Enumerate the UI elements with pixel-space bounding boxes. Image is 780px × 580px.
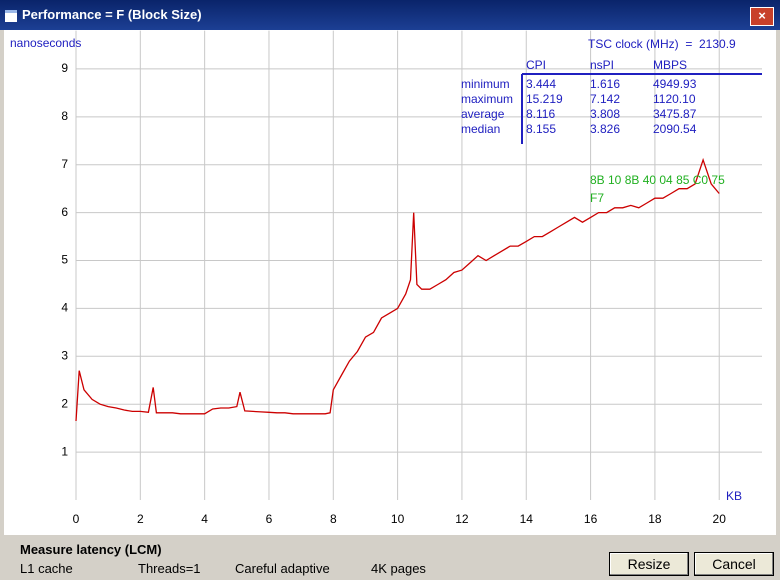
x-tick-label: 18	[648, 512, 662, 526]
table-cell: 1.616	[590, 77, 620, 91]
annotation: F7	[590, 191, 604, 205]
plot-background	[4, 30, 776, 535]
table-cell: 3.444	[526, 77, 556, 91]
table-header: MBPS	[653, 58, 687, 72]
status-threads: Threads=1	[138, 561, 201, 576]
table-cell: 7.142	[590, 92, 620, 106]
table-cell: 3475.87	[653, 107, 697, 121]
x-tick-label: 6	[266, 512, 273, 526]
y-tick-label: 3	[61, 348, 68, 362]
y-tick-label: 8	[61, 109, 68, 123]
status-mode: Careful adaptive	[235, 561, 330, 576]
y-tick-label: 1	[61, 444, 68, 458]
x-axis-label: KB	[726, 489, 742, 503]
x-tick-label: 2	[137, 512, 144, 526]
table-cell: 2090.54	[653, 122, 697, 136]
x-tick-label: 0	[73, 512, 80, 526]
status-test: Measure latency (LCM)	[20, 542, 162, 557]
y-axis-label: nanoseconds	[10, 36, 81, 50]
table-row-label: median	[461, 122, 500, 136]
table-cell: 3.826	[590, 122, 620, 136]
table-cell: 8.155	[526, 122, 556, 136]
window-title: Performance = F (Block Size)	[22, 7, 202, 22]
x-tick-label: 14	[520, 512, 534, 526]
x-tick-label: 4	[201, 512, 208, 526]
y-tick-label: 5	[61, 253, 68, 267]
y-tick-label: 6	[61, 205, 68, 219]
clock-info: TSC clock (MHz) = 2130.9	[588, 37, 736, 51]
table-cell: 1120.10	[653, 92, 696, 106]
table-cell: 8.116	[526, 107, 555, 121]
x-tick-label: 20	[713, 512, 727, 526]
title-bar: Performance = F (Block Size) ×	[0, 0, 780, 30]
table-row-label: minimum	[461, 77, 510, 91]
status-cache: L1 cache	[20, 561, 73, 576]
table-row-label: average	[461, 107, 505, 121]
table-cell: 4949.93	[653, 77, 697, 91]
data-line	[75, 157, 720, 422]
window-icon	[5, 10, 17, 22]
y-tick-label: 2	[61, 396, 68, 410]
table-header: CPI	[526, 58, 546, 72]
y-tick-label: 9	[61, 61, 68, 75]
table-header: nsPI	[590, 58, 614, 72]
status-pages: 4K pages	[371, 561, 426, 576]
resize-button[interactable]: Resize	[609, 552, 689, 576]
table-cell: 15.219	[526, 92, 563, 106]
x-tick-label: 8	[330, 512, 337, 526]
x-tick-label: 10	[391, 512, 405, 526]
annotation: 8B 10 8B 40 04 85 C0 75	[590, 173, 725, 187]
y-tick-label: 7	[61, 157, 68, 171]
table-cell: 3.808	[590, 107, 620, 121]
table-row-label: maximum	[461, 92, 513, 106]
cancel-button[interactable]: Cancel	[694, 552, 774, 576]
close-button[interactable]: ×	[750, 7, 774, 26]
y-tick-label: 4	[61, 301, 68, 315]
x-tick-label: 16	[584, 512, 598, 526]
x-tick-label: 12	[455, 512, 469, 526]
